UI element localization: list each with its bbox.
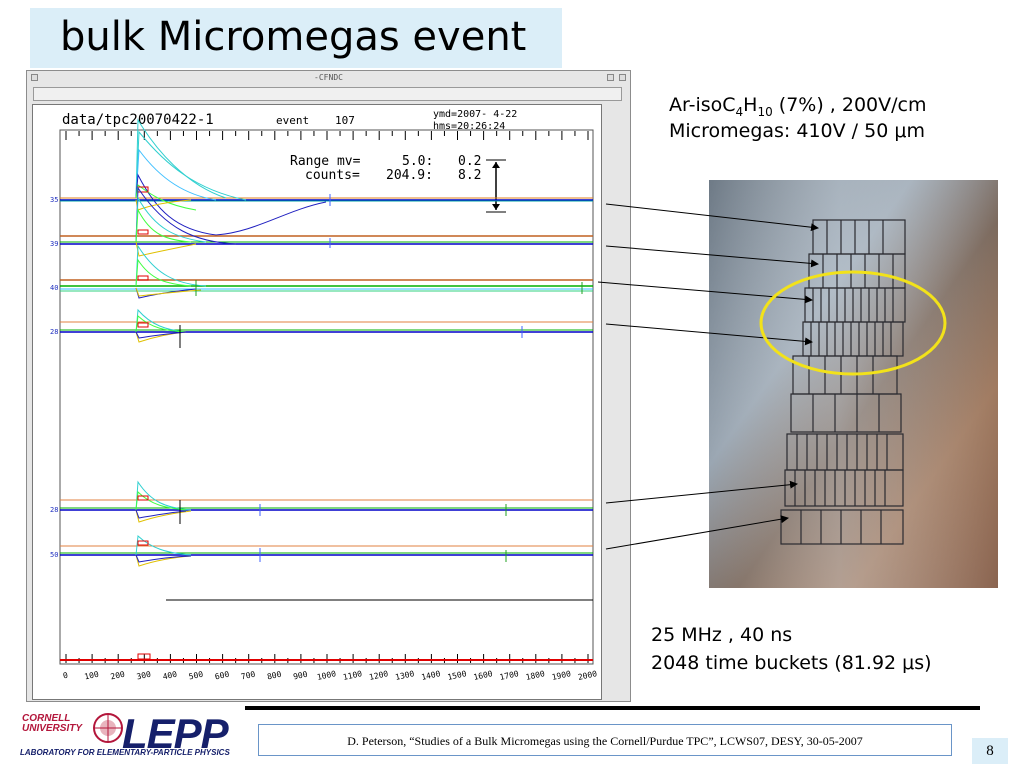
- logo-lepp-text: LEPP: [122, 710, 229, 757]
- x-tick-label: 1000: [316, 669, 337, 682]
- window-menu-button[interactable]: [31, 74, 38, 81]
- x-tick-label: 300: [136, 670, 152, 682]
- top-tick-marks: [65, 131, 589, 140]
- channel-label: 28: [50, 328, 58, 336]
- channel-group-2: [60, 186, 593, 257]
- channel-group-1: [60, 118, 593, 236]
- logo-cornell-text: CORNELL UNIVERSITY: [22, 713, 83, 734]
- channel-label: 50: [50, 551, 58, 559]
- x-tick-label: 200: [110, 670, 126, 682]
- x-tick-label: 500: [188, 670, 204, 682]
- logo-emblem-icon: [93, 713, 123, 743]
- counts-label: counts=: [305, 168, 360, 183]
- counts-value-2: 8.2: [458, 168, 482, 183]
- channel-group-5: [60, 480, 593, 524]
- plot-frame: [59, 129, 594, 665]
- x-tick-label: 1500: [447, 669, 468, 682]
- x-tick-label: 1100: [342, 669, 363, 682]
- channel-label: 35: [50, 196, 58, 204]
- x-tick-label: 0: [62, 671, 69, 681]
- x-tick-label: 1600: [473, 669, 494, 682]
- channel-group-3: [60, 244, 593, 299]
- x-tick-label: 800: [266, 670, 282, 682]
- channel-label: 40: [50, 284, 58, 292]
- frequency-text: 25 MHz , 40 ns: [651, 624, 793, 646]
- micromegas-voltage-text: Micromegas: 410V / 50 μm: [669, 120, 925, 142]
- x-tick-label: 1800: [525, 669, 546, 682]
- footer-rule: [245, 706, 980, 710]
- range-label: Range mv=: [290, 154, 361, 169]
- x-tick-label: 600: [214, 670, 230, 682]
- page-number: 8: [972, 738, 1008, 764]
- x-tick-label: 1300: [394, 669, 415, 682]
- window-minimize-button[interactable]: [607, 74, 614, 81]
- channel-group-4: [60, 308, 593, 348]
- x-tick-label: 700: [240, 670, 256, 682]
- time-buckets-text: 2048 time buckets (81.92 μs): [651, 652, 932, 674]
- counts-value-1: 204.9:: [386, 168, 433, 183]
- pad-plane-photo: [709, 180, 998, 588]
- x-tick-label: 1700: [499, 669, 520, 682]
- x-tick-label: 1200: [368, 669, 389, 682]
- title-background: [30, 8, 562, 68]
- slide-title: bulk Micromegas event: [60, 14, 527, 60]
- channel-label: 28: [50, 506, 58, 514]
- range-value-1: 5.0:: [402, 154, 434, 169]
- logo-subtitle: LABORATORY FOR ELEMENTARY-PARTICLE PHYSI…: [20, 748, 230, 757]
- window-title: -CFNDC: [314, 73, 343, 82]
- x-tick-label: 900: [292, 670, 308, 682]
- gas-mixture-text: Ar-isoC4H10 (7%) , 200V/cm: [669, 94, 927, 119]
- x-tick-label: 100: [84, 670, 100, 682]
- x-tick-label: 1900: [551, 669, 572, 682]
- scale-arrow-head-down: [492, 204, 500, 210]
- channel-group-6: [60, 534, 593, 567]
- x-tick-labels: 0 100 200 300 400 500 600 700 800 900 1000 1100 1200…: [62, 669, 598, 682]
- event-number: 107: [335, 114, 355, 127]
- window-toolbar: [33, 87, 622, 101]
- citation-box: D. Peterson, “Studies of a Bulk Micromeg…: [258, 724, 952, 756]
- x-tick-label: 400: [162, 670, 178, 682]
- x-tick-label: 2000: [577, 669, 598, 682]
- hms-label: hms=20:26:24: [433, 121, 506, 132]
- x-tick-label: 1400: [421, 669, 442, 682]
- scale-arrow-head-up: [492, 162, 500, 168]
- ymd-label: ymd=2007- 4-22: [433, 109, 518, 120]
- event-label: event: [276, 114, 310, 127]
- event-plot-area: [32, 104, 602, 700]
- channel-labels: 35 39 40 28 28 50: [50, 196, 58, 559]
- range-value-2: 0.2: [458, 154, 482, 169]
- lepp-logo: CORNELL UNIVERSITY LEPP LABORATORY FOR E…: [18, 708, 238, 764]
- channel-label: 39: [50, 240, 58, 248]
- window-maximize-button[interactable]: [619, 74, 626, 81]
- event-traces: 0 100 200 300 400 500 600 700 800 900 1000 1100 1200…: [50, 118, 598, 682]
